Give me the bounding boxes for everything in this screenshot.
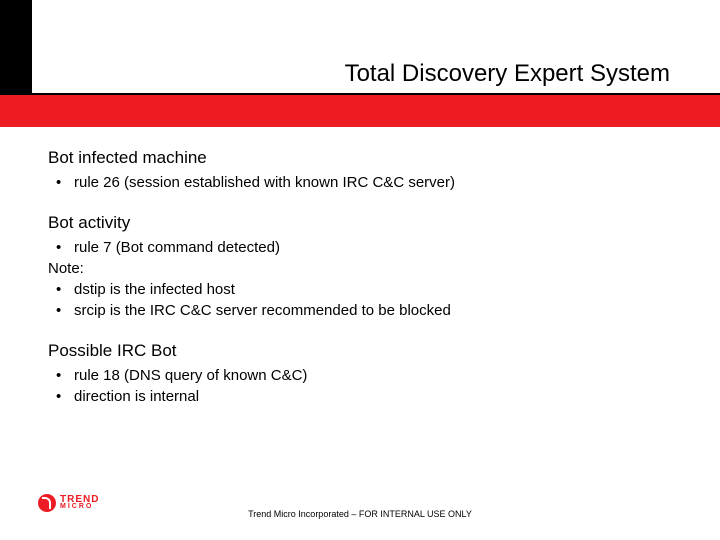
bullet-item: rule 18 (DNS query of known C&C) bbox=[48, 365, 672, 386]
bullet-item: srcip is the IRC C&C server recommended … bbox=[48, 300, 672, 321]
red-divider-band bbox=[0, 95, 720, 127]
note-line: Note: bbox=[48, 258, 672, 279]
section-heading: Bot activity bbox=[48, 213, 672, 233]
bullet-list: rule 26 (session established with known … bbox=[48, 172, 672, 193]
bullet-item: rule 7 (Bot command detected) bbox=[48, 237, 672, 258]
footer-text: Trend Micro Incorporated – FOR INTERNAL … bbox=[248, 509, 472, 519]
bullet-item: direction is internal bbox=[48, 386, 672, 407]
footer: Trend Micro Incorporated – FOR INTERNAL … bbox=[0, 504, 720, 522]
bullet-list: rule 7 (Bot command detected)Note:dstip … bbox=[48, 237, 672, 321]
section-heading: Possible IRC Bot bbox=[48, 341, 672, 361]
slide-title: Total Discovery Expert System bbox=[345, 60, 670, 87]
content-area: Bot infected machine rule 26 (session est… bbox=[48, 148, 672, 427]
bullet-list: rule 18 (DNS query of known C&C)directio… bbox=[48, 365, 672, 407]
title-bar: Total Discovery Expert System bbox=[0, 60, 720, 88]
section-heading: Bot infected machine bbox=[48, 148, 672, 168]
bullet-item: dstip is the infected host bbox=[48, 279, 672, 300]
bullet-item: rule 26 (session established with known … bbox=[48, 172, 672, 193]
